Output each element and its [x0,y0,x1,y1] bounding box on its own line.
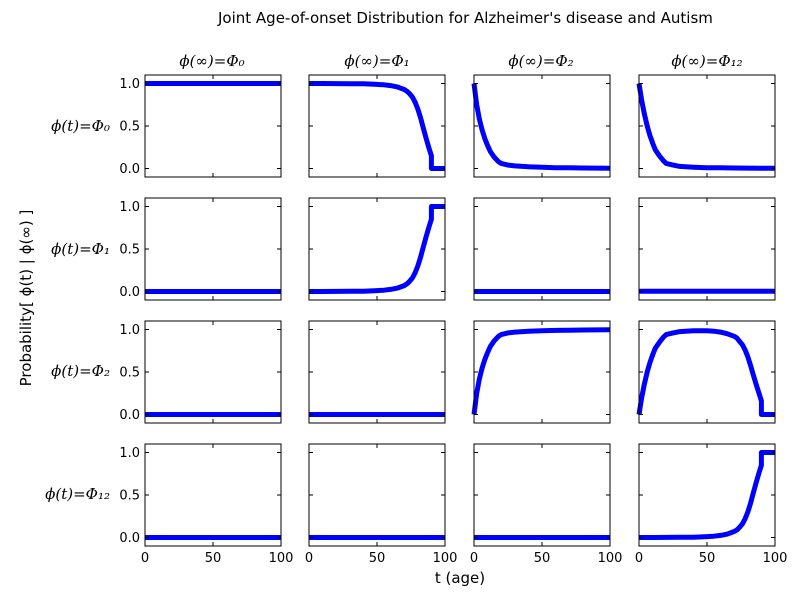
y-tick-label-r1-2: 1.0 [119,200,140,215]
panel-frame-r1-c0 [144,197,282,301]
panel-frame-r2-c0 [144,320,282,424]
row-label-phi0: ϕ(t)=Φ₀ [51,117,110,135]
y-tick-label-r2-1: 0.5 [119,366,140,381]
panel-frame-r3-c0 [144,443,282,547]
y-tick-label-r3-2: 1.0 [119,446,140,461]
x-tick-label-c0-2: 100 [269,551,294,566]
panel-frame-r1-c2 [473,197,611,301]
row-label-phi2: ϕ(t)=Φ₂ [51,362,110,380]
row-label-phi12: ϕ(t)=Φ₁₂ [45,485,110,503]
x-axis-label: t (age) [434,569,486,587]
x-tick-label-c3-2: 100 [763,551,788,566]
x-tick-label-c2-2: 100 [598,551,623,566]
panel-frame-r0-c2 [473,74,611,178]
y-tick-label-r2-0: 0.0 [119,408,140,423]
panel-frame-r3-c1 [308,443,446,547]
column-label-phi0: ϕ(∞)=Φ₀ [179,52,245,70]
panel-frame-r2-c2 [473,320,611,424]
x-tick-label-c0-1: 50 [205,551,222,566]
series-line-r0-c2 [471,83,611,171]
panel-frame-r3-c2 [473,443,611,547]
column-label-phi2: ϕ(∞)=Φ₂ [508,52,574,70]
row-label-phi1: ϕ(t)=Φ₁ [51,240,110,258]
panel-frame-r0-c0 [144,74,282,178]
x-tick-label-c3-0: 0 [635,551,643,566]
y-tick-label-r1-0: 0.0 [119,285,140,300]
y-tick-label-r0-1: 0.5 [119,120,140,135]
column-label-phi1: ϕ(∞)=Φ₁ [344,52,410,70]
x-tick-label-c1-1: 50 [369,551,386,566]
series-line-r3-c3 [639,450,775,540]
y-tick-label-r1-1: 0.5 [119,243,140,258]
x-tick-label-c3-1: 50 [699,551,716,566]
x-tick-label-c2-1: 50 [534,551,551,566]
series-line-r1-c1 [309,204,445,294]
series-line-r2-c3 [636,328,775,417]
panel-frame-r1-c3 [638,197,776,301]
panel-frame-r0-c3 [638,74,776,178]
series-line-r2-c2 [471,327,611,415]
series-line-r0-c1 [309,81,445,171]
x-tick-label-c2-0: 0 [470,551,478,566]
y-tick-label-r3-0: 0.0 [119,531,140,546]
column-label-phi12: ϕ(∞)=Φ₁₂ [671,52,743,70]
x-tick-label-c0-0: 0 [141,551,149,566]
series-line-r0-c3 [636,83,775,171]
chart-title: Joint Age-of-onset Distribution for Alzh… [218,9,713,27]
panel-frame-r2-c1 [308,320,446,424]
x-tick-label-c1-0: 0 [305,551,313,566]
x-tick-label-c1-2: 100 [433,551,458,566]
y-tick-label-r0-0: 0.0 [119,162,140,177]
y-tick-label-r3-1: 0.5 [119,489,140,504]
y-tick-label-r0-2: 1.0 [119,77,140,92]
y-tick-label-r2-2: 1.0 [119,323,140,338]
